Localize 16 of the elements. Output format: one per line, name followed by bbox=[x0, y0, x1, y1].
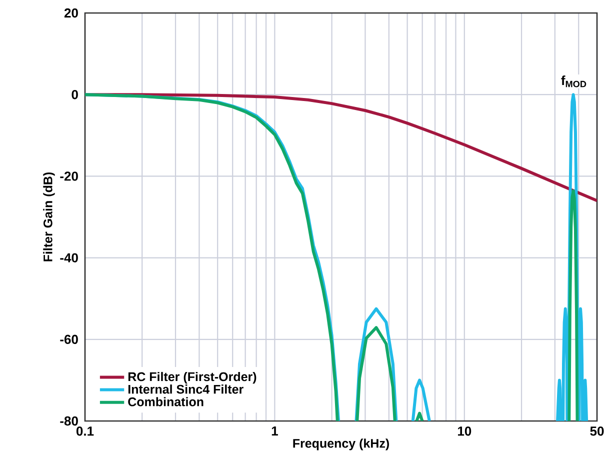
x-tick-label: 1 bbox=[272, 426, 278, 436]
y-tick-label: -80 bbox=[60, 416, 78, 426]
y-tick-label: -60 bbox=[60, 334, 78, 344]
legend-label: Combination bbox=[128, 397, 204, 406]
annotation: f$_{MOD}$ bbox=[561, 76, 586, 88]
y-axis-title: Filter Gain (dB) bbox=[43, 172, 55, 262]
x-tick-label: 50 bbox=[590, 426, 604, 436]
y-tick-label: 20 bbox=[64, 8, 78, 18]
x-axis-title: Frequency (kHz) bbox=[293, 438, 389, 450]
x-tick-label: 0.1 bbox=[76, 426, 94, 436]
y-tick-label: -40 bbox=[60, 253, 78, 262]
y-tick-label: 0 bbox=[72, 90, 78, 100]
x-tick-label: 10 bbox=[458, 426, 472, 436]
y-tick-label: -20 bbox=[60, 172, 78, 181]
legend-label: RC Filter (First-Order) bbox=[128, 372, 256, 384]
legend-label: Internal Sinc4 Filter bbox=[128, 384, 244, 394]
